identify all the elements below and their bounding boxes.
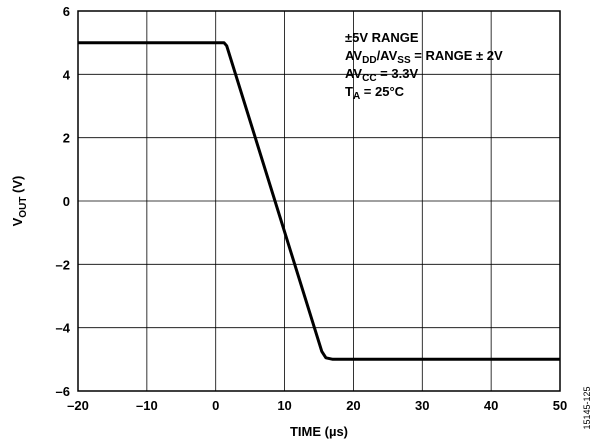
x-tick-label: 10 bbox=[277, 398, 291, 413]
y-tick-label: 2 bbox=[63, 131, 70, 146]
x-tick-label: 30 bbox=[415, 398, 429, 413]
annotation-text: T bbox=[345, 84, 353, 99]
annotation-line: ±5V RANGE bbox=[345, 30, 419, 45]
x-tick-label: 40 bbox=[484, 398, 498, 413]
annotation-text: AV bbox=[345, 48, 362, 63]
series-line bbox=[78, 41, 560, 361]
y-axis-title-unit: (V) bbox=[10, 176, 25, 197]
x-tick-labels: –20 –10 0 10 20 30 40 50 bbox=[67, 398, 567, 413]
annotation-subscript: A bbox=[353, 91, 360, 102]
annotation-text: AV bbox=[345, 66, 362, 81]
series bbox=[78, 41, 560, 361]
annotation-line: TA = 25°C bbox=[345, 84, 405, 102]
annotation-subscript: CC bbox=[362, 73, 376, 84]
x-tick-label: 20 bbox=[346, 398, 360, 413]
y-tick-label: 6 bbox=[63, 4, 70, 19]
x-tick-label: 50 bbox=[553, 398, 567, 413]
annotation-text: = 25°C bbox=[360, 84, 404, 99]
grid bbox=[77, 10, 561, 392]
x-axis-title: TIME (µs) bbox=[290, 424, 348, 439]
x-tick-label: 0 bbox=[212, 398, 219, 413]
annotation-subscript: DD bbox=[362, 55, 376, 66]
x-tick-label: –10 bbox=[136, 398, 158, 413]
annotation-line: AVDD/AVSS = RANGE ± 2V bbox=[345, 48, 503, 66]
annotation-subscript: SS bbox=[397, 55, 411, 66]
plot-frame bbox=[77, 10, 561, 392]
y-tick-label: –4 bbox=[56, 321, 71, 336]
y-axis-title-sub: OUT bbox=[18, 197, 29, 218]
annotation-text: = 3.3V bbox=[377, 66, 419, 81]
y-axis-title: VOUT (V) bbox=[10, 176, 29, 227]
y-tick-label: 4 bbox=[63, 67, 71, 82]
y-axis-title-main: V bbox=[10, 217, 25, 226]
y-tick-label: –2 bbox=[56, 257, 70, 272]
y-tick-labels: –6 –4 –2 0 2 4 6 bbox=[56, 4, 71, 399]
figure-id: 15145-125 bbox=[582, 386, 592, 429]
x-tick-label: –20 bbox=[67, 398, 89, 413]
annotation-text: = RANGE ± 2V bbox=[411, 48, 503, 63]
annotation-text: /AV bbox=[377, 48, 398, 63]
y-tick-label: –6 bbox=[56, 384, 70, 399]
y-tick-label: 0 bbox=[63, 194, 70, 209]
annotation-text: ±5V RANGE bbox=[345, 30, 419, 45]
annotation-line: AVCC = 3.3V bbox=[345, 66, 418, 84]
